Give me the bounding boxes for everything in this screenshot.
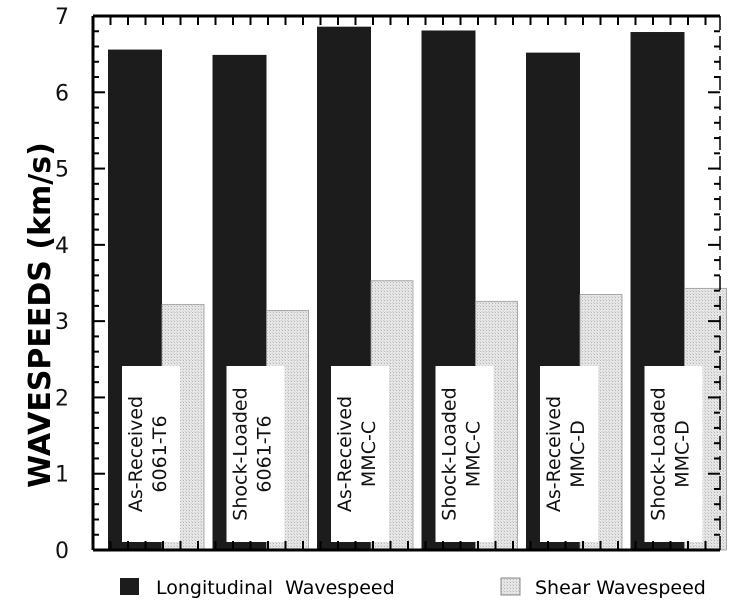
- y-tick-label: 3: [55, 310, 69, 335]
- category-label-box: [226, 366, 285, 542]
- y-tick-label: 0: [55, 539, 69, 564]
- category-label: Shock-Loaded: [230, 387, 252, 520]
- y-tick-label: 2: [55, 386, 69, 411]
- y-tick-label: 7: [55, 5, 69, 30]
- category-label-box: [540, 366, 598, 542]
- y-tick-label: 5: [55, 158, 69, 183]
- axes-layer: 0 1 2 3 4 5 6 7: [55, 5, 721, 564]
- y-tick-label: 4: [55, 234, 69, 259]
- legend-label-shear: Shear Wavespeed: [535, 577, 706, 599]
- category-label-box: [331, 366, 389, 542]
- category-labels-layer: As-Received 6061-T6 Shock-Loaded 6061-T6 As-…: [122, 366, 703, 542]
- bars-layer: [108, 26, 727, 551]
- category-label-box: [644, 366, 703, 542]
- category-label: Shock-Loaded: [439, 387, 461, 520]
- legend: Longitudinal Wavespeed Shear Wavespeed: [120, 577, 706, 599]
- category-label: 6061-T6: [149, 415, 171, 492]
- category-label-box: [122, 366, 180, 542]
- category-label: As-Received: [543, 396, 565, 512]
- legend-label-longitudinal: Longitudinal Wavespeed: [156, 577, 395, 599]
- category-label: MMC-D: [672, 420, 694, 488]
- y-axis-label: WAVESPEEDS (km/s): [23, 142, 58, 488]
- legend-swatch-longitudinal: [120, 578, 139, 595]
- y-tick-label: 6: [55, 81, 69, 106]
- category-label: MMC-C: [358, 421, 380, 487]
- category-label: Shock-Loaded: [648, 387, 670, 520]
- category-label: As-Received: [125, 396, 147, 512]
- category-label: 6061-T6: [254, 415, 276, 492]
- category-label: As-Received: [334, 396, 356, 512]
- category-label: MMC-C: [463, 421, 485, 487]
- category-label-box: [435, 366, 494, 542]
- legend-swatch-shear: [500, 577, 521, 596]
- category-label: MMC-D: [567, 420, 589, 488]
- y-tick-label: 1: [55, 463, 69, 488]
